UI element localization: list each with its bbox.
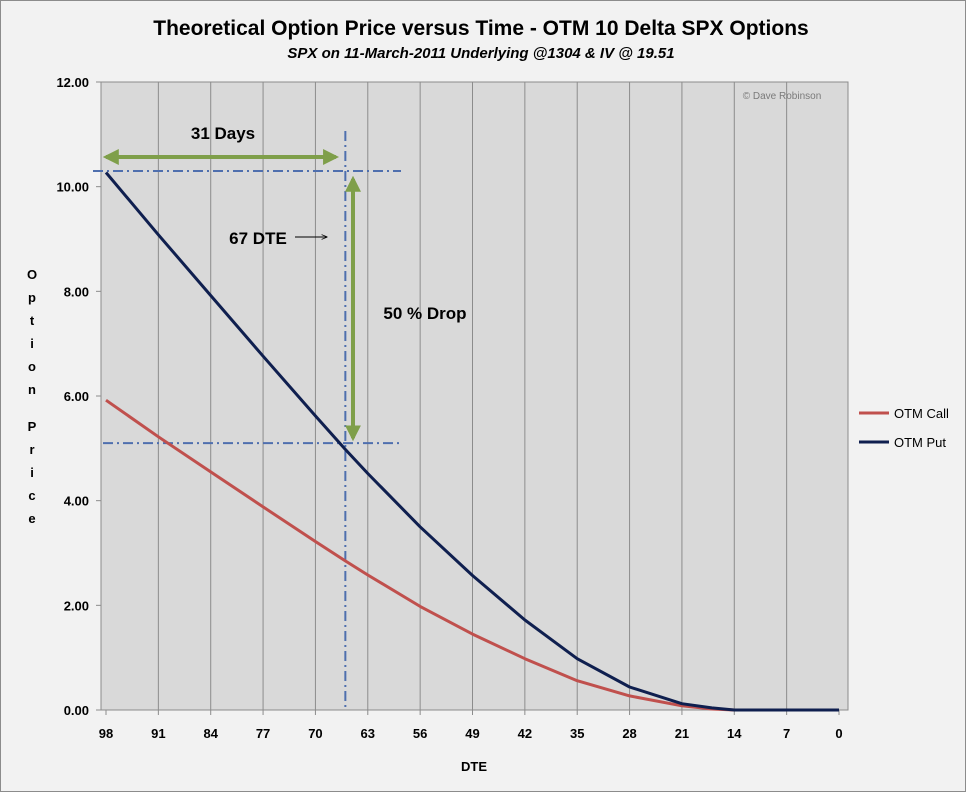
credit-watermark: © Dave Robinson	[743, 91, 822, 102]
y-axis-ticks: 0.00 2.00 4.00 6.00 8.00 10.00 12.00	[56, 75, 101, 718]
x-tick-label: 84	[203, 726, 218, 741]
x-axis-ticks: 98 91 84 77 70 63 56 49 42 35 28 21 14 7 0	[99, 710, 843, 741]
y-axis-title-char: n	[28, 382, 36, 397]
legend-label: OTM Call	[894, 406, 949, 421]
legend: OTM Call OTM Put	[859, 406, 949, 450]
y-axis-title-char: r	[29, 442, 34, 457]
x-tick-label: 0	[835, 726, 842, 741]
x-tick-label: 49	[465, 726, 479, 741]
x-tick-label: 98	[99, 726, 113, 741]
series-lines	[104, 171, 839, 712]
plot-area	[100, 81, 849, 711]
series-line-otm-put	[104, 171, 839, 712]
y-tick-label: 4.00	[64, 494, 89, 509]
annotation-lines	[93, 131, 401, 710]
y-tick-label: 12.00	[56, 75, 89, 90]
drop-annotation-label: 50 % Drop	[383, 304, 466, 323]
y-axis-title-char: P	[28, 419, 37, 434]
dte-annotation-label: 67 DTE	[229, 229, 287, 248]
x-tick-label: 77	[256, 726, 270, 741]
y-axis-title-char: p	[28, 290, 36, 305]
x-tick-label: 21	[675, 726, 689, 741]
x-tick-label: 28	[622, 726, 636, 741]
x-tick-label: 63	[361, 726, 375, 741]
days-annotation-label: 31 Days	[191, 124, 255, 143]
x-tick-label: 14	[727, 726, 742, 741]
x-axis-title: DTE	[461, 759, 487, 774]
x-tick-label: 70	[308, 726, 322, 741]
y-tick-label: 10.00	[56, 180, 89, 195]
x-tick-label: 56	[413, 726, 427, 741]
y-axis-title-char: O	[27, 267, 37, 282]
x-tick-label: 91	[151, 726, 165, 741]
legend-label: OTM Put	[894, 435, 946, 450]
y-tick-label: 0.00	[64, 703, 89, 718]
chart-subtitle: SPX on 11-March-2011 Underlying @1304 & …	[287, 45, 674, 62]
x-tick-label: 42	[518, 726, 532, 741]
chart-title: Theoretical Option Price versus Time - O…	[153, 17, 808, 40]
y-tick-label: 8.00	[64, 284, 89, 299]
y-axis-title-char: i	[30, 336, 34, 351]
y-tick-label: 2.00	[64, 598, 89, 613]
x-tick-label: 35	[570, 726, 584, 741]
y-axis-title-char: i	[30, 465, 34, 480]
x-tick-label: 7	[783, 726, 790, 741]
y-axis-title-char: t	[30, 313, 35, 328]
grid-lines	[157, 82, 788, 710]
y-axis-title-char: c	[28, 488, 35, 503]
y-tick-label: 6.00	[64, 389, 89, 404]
y-axis-title-char: e	[28, 511, 35, 526]
y-axis-title-char: o	[28, 359, 36, 374]
